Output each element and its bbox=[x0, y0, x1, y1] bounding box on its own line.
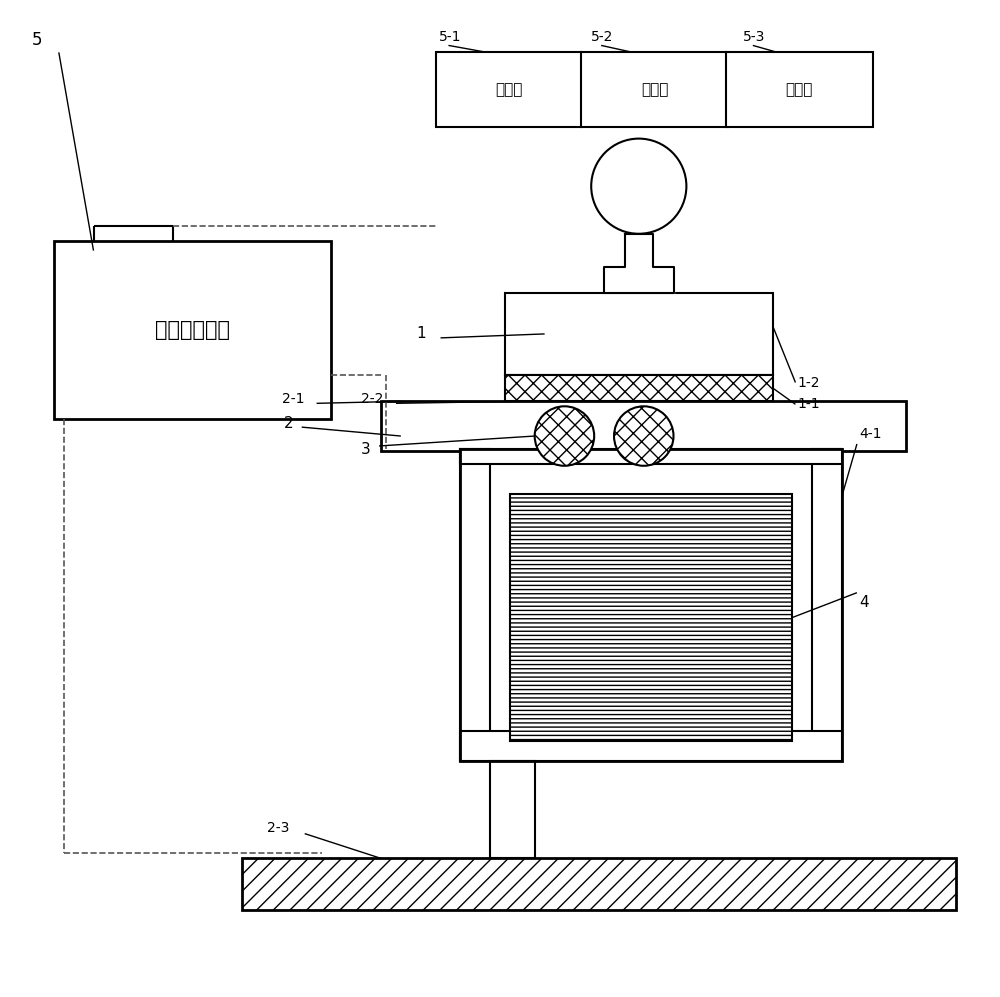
Text: 5-2: 5-2 bbox=[591, 31, 614, 45]
Text: 5-3: 5-3 bbox=[743, 31, 765, 45]
Bar bbox=[381, 402, 906, 451]
Text: 4-1: 4-1 bbox=[859, 427, 881, 441]
Text: 5-1: 5-1 bbox=[439, 31, 461, 45]
Bar bbox=[460, 449, 490, 762]
Text: 电磁控制单元: 电磁控制单元 bbox=[155, 320, 230, 340]
Bar bbox=[505, 293, 773, 375]
Text: 1-2: 1-2 bbox=[797, 376, 820, 390]
Bar bbox=[436, 53, 582, 127]
Text: 1: 1 bbox=[417, 326, 426, 341]
Bar bbox=[812, 449, 842, 762]
Bar bbox=[510, 494, 792, 742]
Bar bbox=[505, 375, 773, 402]
Circle shape bbox=[591, 139, 686, 233]
Bar bbox=[460, 449, 842, 464]
Bar bbox=[242, 858, 956, 910]
Text: 2-3: 2-3 bbox=[267, 821, 289, 834]
Bar bbox=[490, 762, 535, 858]
Bar bbox=[460, 732, 842, 762]
Bar bbox=[460, 449, 842, 762]
Bar bbox=[54, 240, 331, 419]
Text: 夹紧键: 夹紧键 bbox=[641, 82, 668, 97]
Text: 2: 2 bbox=[284, 416, 293, 431]
Bar bbox=[726, 53, 873, 127]
Text: 1-1: 1-1 bbox=[797, 398, 820, 412]
Text: 2-1: 2-1 bbox=[282, 393, 304, 407]
Circle shape bbox=[614, 407, 674, 466]
Text: 4: 4 bbox=[859, 595, 869, 610]
Text: 预紧键: 预紧键 bbox=[495, 82, 523, 97]
Text: 3: 3 bbox=[361, 443, 371, 458]
Bar bbox=[581, 53, 728, 127]
Polygon shape bbox=[604, 233, 674, 293]
Text: 5: 5 bbox=[32, 32, 43, 50]
Text: 退磁键: 退磁键 bbox=[786, 82, 813, 97]
Text: 2-2: 2-2 bbox=[361, 393, 384, 407]
Circle shape bbox=[535, 407, 594, 466]
